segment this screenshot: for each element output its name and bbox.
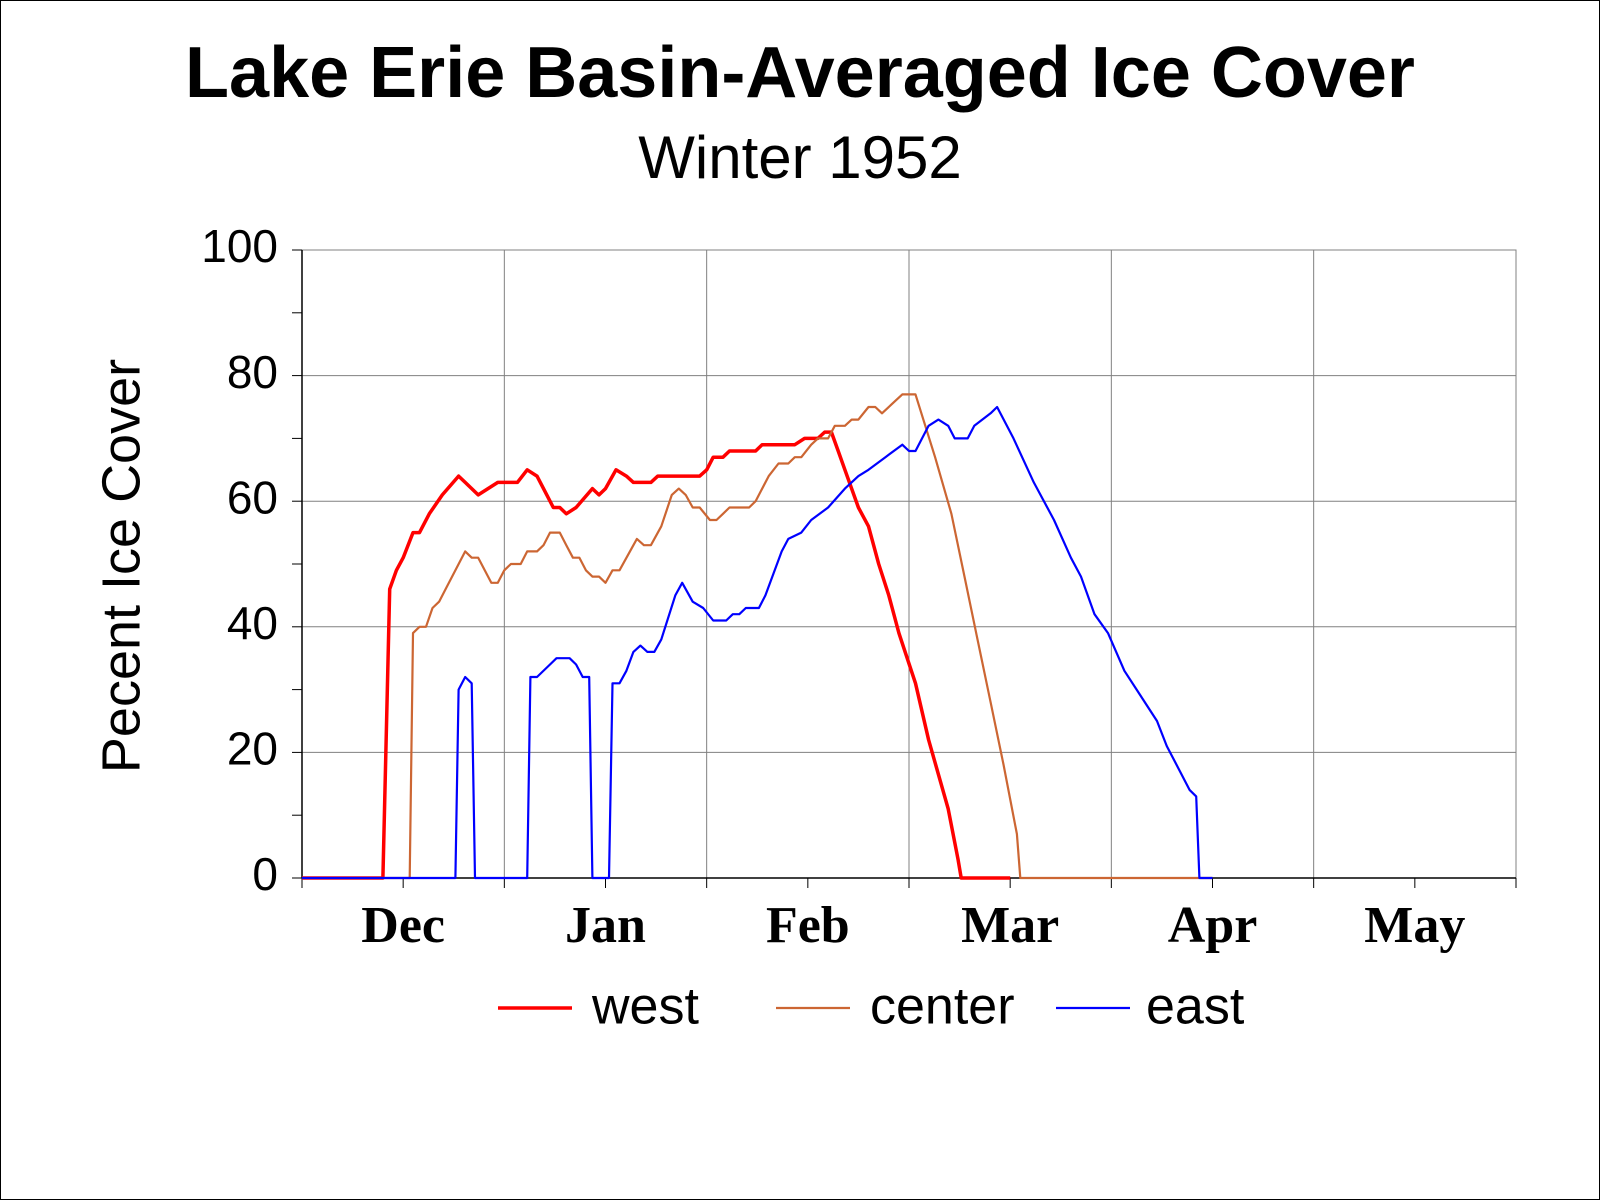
x-tick-label: Feb: [766, 897, 850, 954]
legend-label-west: west: [591, 978, 699, 1036]
y-axis-label: Pecent Ice Cover: [91, 359, 151, 773]
y-tick-label: 20: [227, 723, 278, 775]
y-tick-label: 100: [201, 220, 278, 272]
series-line-west: [302, 430, 1011, 880]
series-line-east: [302, 405, 1213, 880]
y-tick-label: 0: [252, 848, 278, 900]
chart-title: Lake Erie Basin-Averaged Ice Cover: [185, 33, 1415, 113]
y-tick-labels: 0 20 40 60 80 100: [201, 220, 278, 900]
legend: west center east: [498, 978, 1245, 1036]
chart-subtitle: Winter 1952: [638, 124, 962, 191]
x-tick-label: Apr: [1168, 897, 1258, 954]
series-line-center: [302, 393, 1213, 880]
legend-label-east: east: [1146, 978, 1245, 1036]
y-tick-label: 60: [227, 471, 278, 523]
series-lines: [302, 393, 1213, 880]
legend-label-center: center: [870, 978, 1015, 1036]
x-tick-labels: Dec Jan Feb Mar Apr May: [361, 897, 1465, 954]
y-tick-label: 80: [227, 346, 278, 398]
x-tick-label: Dec: [361, 897, 445, 954]
x-tick-label: May: [1364, 897, 1465, 954]
x-tick-label: Mar: [961, 897, 1059, 954]
x-tick-label: Jan: [565, 897, 646, 954]
axes: [292, 249, 1517, 888]
y-tick-label: 40: [227, 597, 278, 649]
grid: [302, 249, 1517, 878]
